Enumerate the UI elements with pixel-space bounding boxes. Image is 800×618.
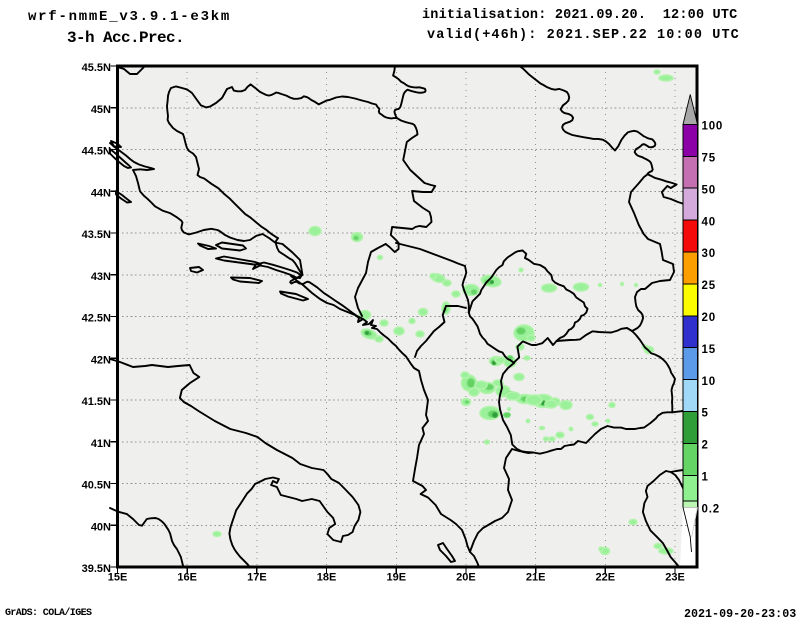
svg-text:25: 25 <box>702 280 716 292</box>
svg-text:15: 15 <box>702 344 716 356</box>
svg-text:2: 2 <box>702 440 709 452</box>
svg-text:42.5N: 42.5N <box>82 313 111 325</box>
svg-text:23E: 23E <box>665 571 685 583</box>
svg-text:0.2: 0.2 <box>702 503 720 515</box>
svg-text:21E: 21E <box>526 571 546 583</box>
svg-text:10: 10 <box>702 376 716 388</box>
svg-text:44N: 44N <box>91 187 111 199</box>
svg-text:39.5N: 39.5N <box>82 563 111 575</box>
svg-text:42N: 42N <box>91 354 111 366</box>
svg-text:5: 5 <box>702 408 709 420</box>
svg-text:19E: 19E <box>386 571 406 583</box>
svg-text:45N: 45N <box>91 104 111 116</box>
svg-text:1: 1 <box>702 472 709 484</box>
svg-text:41N: 41N <box>91 438 111 450</box>
svg-text:100: 100 <box>702 121 724 133</box>
svg-text:43.5N: 43.5N <box>82 229 111 241</box>
svg-text:50: 50 <box>702 184 716 196</box>
svg-text:75: 75 <box>702 153 716 165</box>
svg-text:40: 40 <box>702 216 716 228</box>
svg-text:16E: 16E <box>177 571 197 583</box>
svg-text:17E: 17E <box>247 571 267 583</box>
svg-text:15E: 15E <box>108 571 128 583</box>
svg-text:43N: 43N <box>91 271 111 283</box>
svg-text:30: 30 <box>702 248 716 260</box>
svg-text:20: 20 <box>702 312 716 324</box>
svg-text:45.5N: 45.5N <box>82 62 111 74</box>
svg-text:20E: 20E <box>456 571 476 583</box>
svg-text:40.5N: 40.5N <box>82 480 111 492</box>
svg-text:22E: 22E <box>596 571 616 583</box>
svg-text:18E: 18E <box>317 571 337 583</box>
svg-text:40N: 40N <box>91 521 111 533</box>
svg-text:44.5N: 44.5N <box>82 146 111 158</box>
svg-text:41.5N: 41.5N <box>82 396 111 408</box>
